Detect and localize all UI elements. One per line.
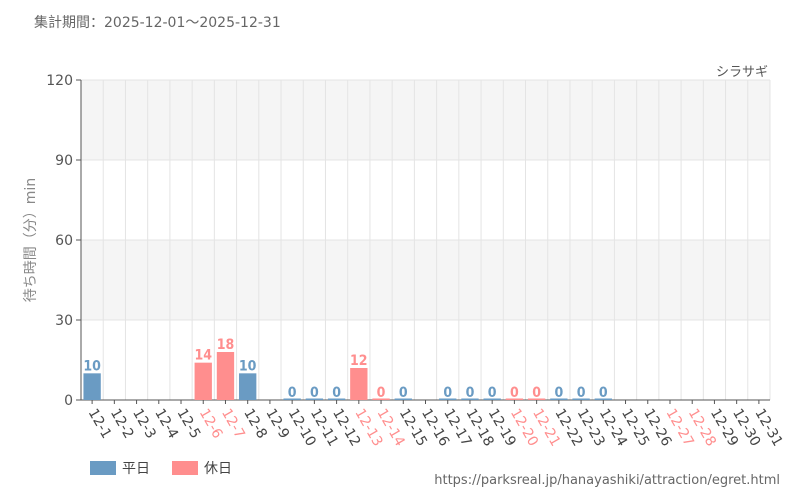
data-label: 0 <box>399 385 408 401</box>
data-label: 18 <box>217 337 235 353</box>
bar <box>505 398 524 400</box>
bar <box>527 398 546 400</box>
legend-holiday-label: 休日 <box>204 461 232 477</box>
legend-weekday: 平日 <box>90 458 150 478</box>
y-tick-label: 30 <box>55 313 73 329</box>
data-label: 0 <box>577 385 586 401</box>
legend-holiday: 休日 <box>172 458 232 478</box>
holiday-swatch <box>172 461 198 475</box>
bar <box>372 398 390 400</box>
data-label: 0 <box>443 385 452 401</box>
data-label: 0 <box>532 385 541 401</box>
data-label: 0 <box>488 385 497 401</box>
bar <box>594 398 612 400</box>
period-label: 集計期間：2025-12-01〜2025-12-31 <box>34 15 281 31</box>
bar <box>327 398 346 400</box>
bar <box>572 398 590 400</box>
legend-weekday-label: 平日 <box>122 461 150 477</box>
data-label: 10 <box>83 358 101 374</box>
y-tick-label: 0 <box>64 393 73 409</box>
bar <box>216 352 235 400</box>
bar <box>550 398 568 400</box>
data-label: 0 <box>466 385 475 401</box>
data-label: 0 <box>510 385 519 401</box>
series-name: シラサギ <box>715 65 768 80</box>
y-tick-label: 120 <box>46 73 73 89</box>
bar <box>483 398 501 400</box>
legend: 平日 休日 <box>90 458 232 478</box>
y-tick-label: 60 <box>55 233 73 249</box>
data-label: 10 <box>239 358 257 374</box>
bar <box>83 373 101 400</box>
bar <box>194 362 212 400</box>
data-label: 12 <box>350 353 368 369</box>
bar <box>239 373 257 400</box>
grid-band <box>81 240 770 320</box>
data-label: 0 <box>332 385 341 401</box>
bar <box>394 398 412 400</box>
source-url: https://parksreal.jp/hanayashiki/attract… <box>434 473 780 488</box>
bar <box>283 398 301 400</box>
bar <box>439 398 457 400</box>
y-tick-label: 90 <box>55 153 73 169</box>
weekday-swatch <box>90 461 116 475</box>
bar <box>305 398 324 400</box>
bar <box>461 398 479 400</box>
data-label: 0 <box>288 385 297 401</box>
data-label: 0 <box>310 385 319 401</box>
data-label: 0 <box>599 385 608 401</box>
data-label: 0 <box>377 385 386 401</box>
grid-band <box>81 80 770 160</box>
bar <box>350 368 368 400</box>
data-label: 14 <box>194 348 212 364</box>
data-label: 0 <box>554 385 563 401</box>
